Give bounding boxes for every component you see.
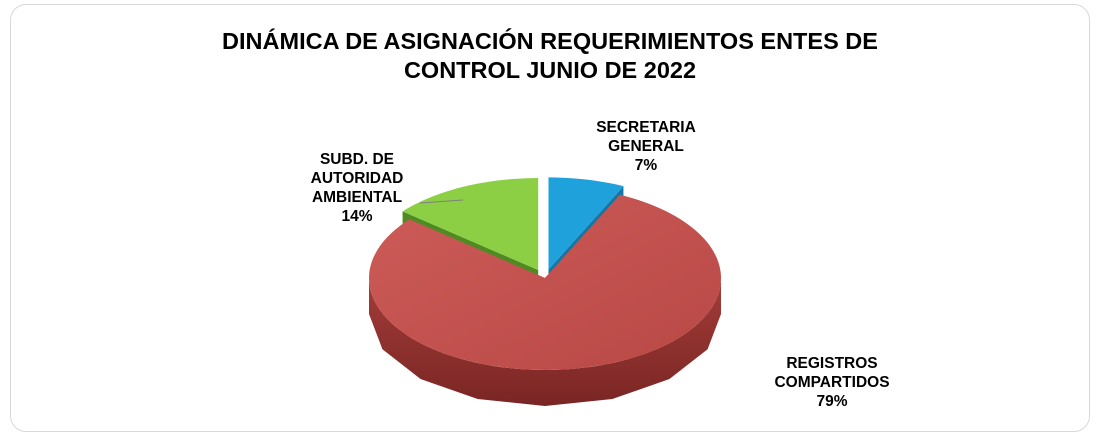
slice-subd-autoridad-ambiental (402, 178, 539, 271)
label-subd-line-2: AUTORIDAD (310, 170, 404, 187)
chart-title-line-2: CONTROL JUNIO DE 2022 (403, 57, 697, 83)
label-registros-line-1: REGISTROS (786, 355, 878, 372)
label-secretaria-general: SECRETARIA GENERAL 7% (566, 118, 726, 175)
label-subd-autoridad-ambiental: SUBD. DE AUTORIDAD AMBIENTAL 14% (282, 150, 432, 226)
leader-line-subd (419, 199, 464, 204)
slice-registros-compartidos (369, 194, 721, 370)
chart-title: DINÁMICA DE ASIGNACIÓN REQUERIMIENTOS EN… (0, 27, 1100, 85)
label-registros-value: 79% (816, 393, 848, 410)
label-subd-line-3: AMBIENTAL (311, 189, 403, 206)
slice-side-registros-compartidos (369, 278, 721, 406)
label-subd-value: 14% (341, 208, 373, 225)
label-secretaria-line-1: SECRETARIA (596, 119, 696, 136)
label-registros-compartidos: REGISTROS COMPARTIDOS 79% (752, 354, 912, 411)
chart-title-line-1: DINÁMICA DE ASIGNACIÓN REQUERIMIENTOS EN… (222, 28, 878, 54)
pie-slices (369, 177, 721, 406)
label-secretaria-value: 7% (634, 157, 658, 174)
label-secretaria-line-2: GENERAL (608, 138, 684, 155)
label-registros-line-2: COMPARTIDOS (774, 374, 890, 391)
slice-secretaria-general (548, 177, 624, 270)
label-subd-line-1: SUBD. DE (319, 151, 395, 168)
